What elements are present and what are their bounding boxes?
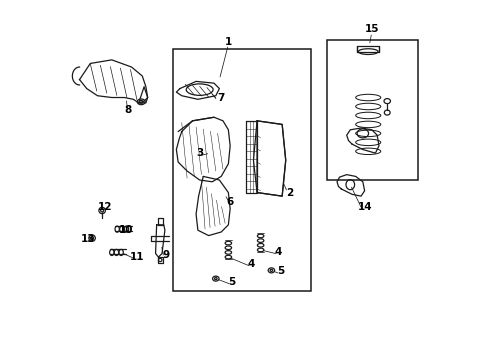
Text: 5: 5 [228,277,235,287]
Text: 14: 14 [357,202,371,212]
Text: 4: 4 [274,247,282,257]
Text: 10: 10 [119,225,133,235]
Text: 11: 11 [129,252,144,262]
Text: 9: 9 [162,250,169,260]
Text: 1: 1 [224,37,231,47]
Text: 3: 3 [196,148,203,158]
Text: 13: 13 [81,234,96,244]
Bar [172,49,310,291]
Text: 5: 5 [276,266,284,276]
Text: 7: 7 [217,93,224,103]
Text: 15: 15 [364,24,378,35]
Text: 2: 2 [285,188,292,198]
Text: 6: 6 [226,197,233,207]
Text: 8: 8 [124,105,131,115]
Bar [326,40,418,180]
Text: 12: 12 [97,202,112,212]
Text: 4: 4 [247,259,255,269]
